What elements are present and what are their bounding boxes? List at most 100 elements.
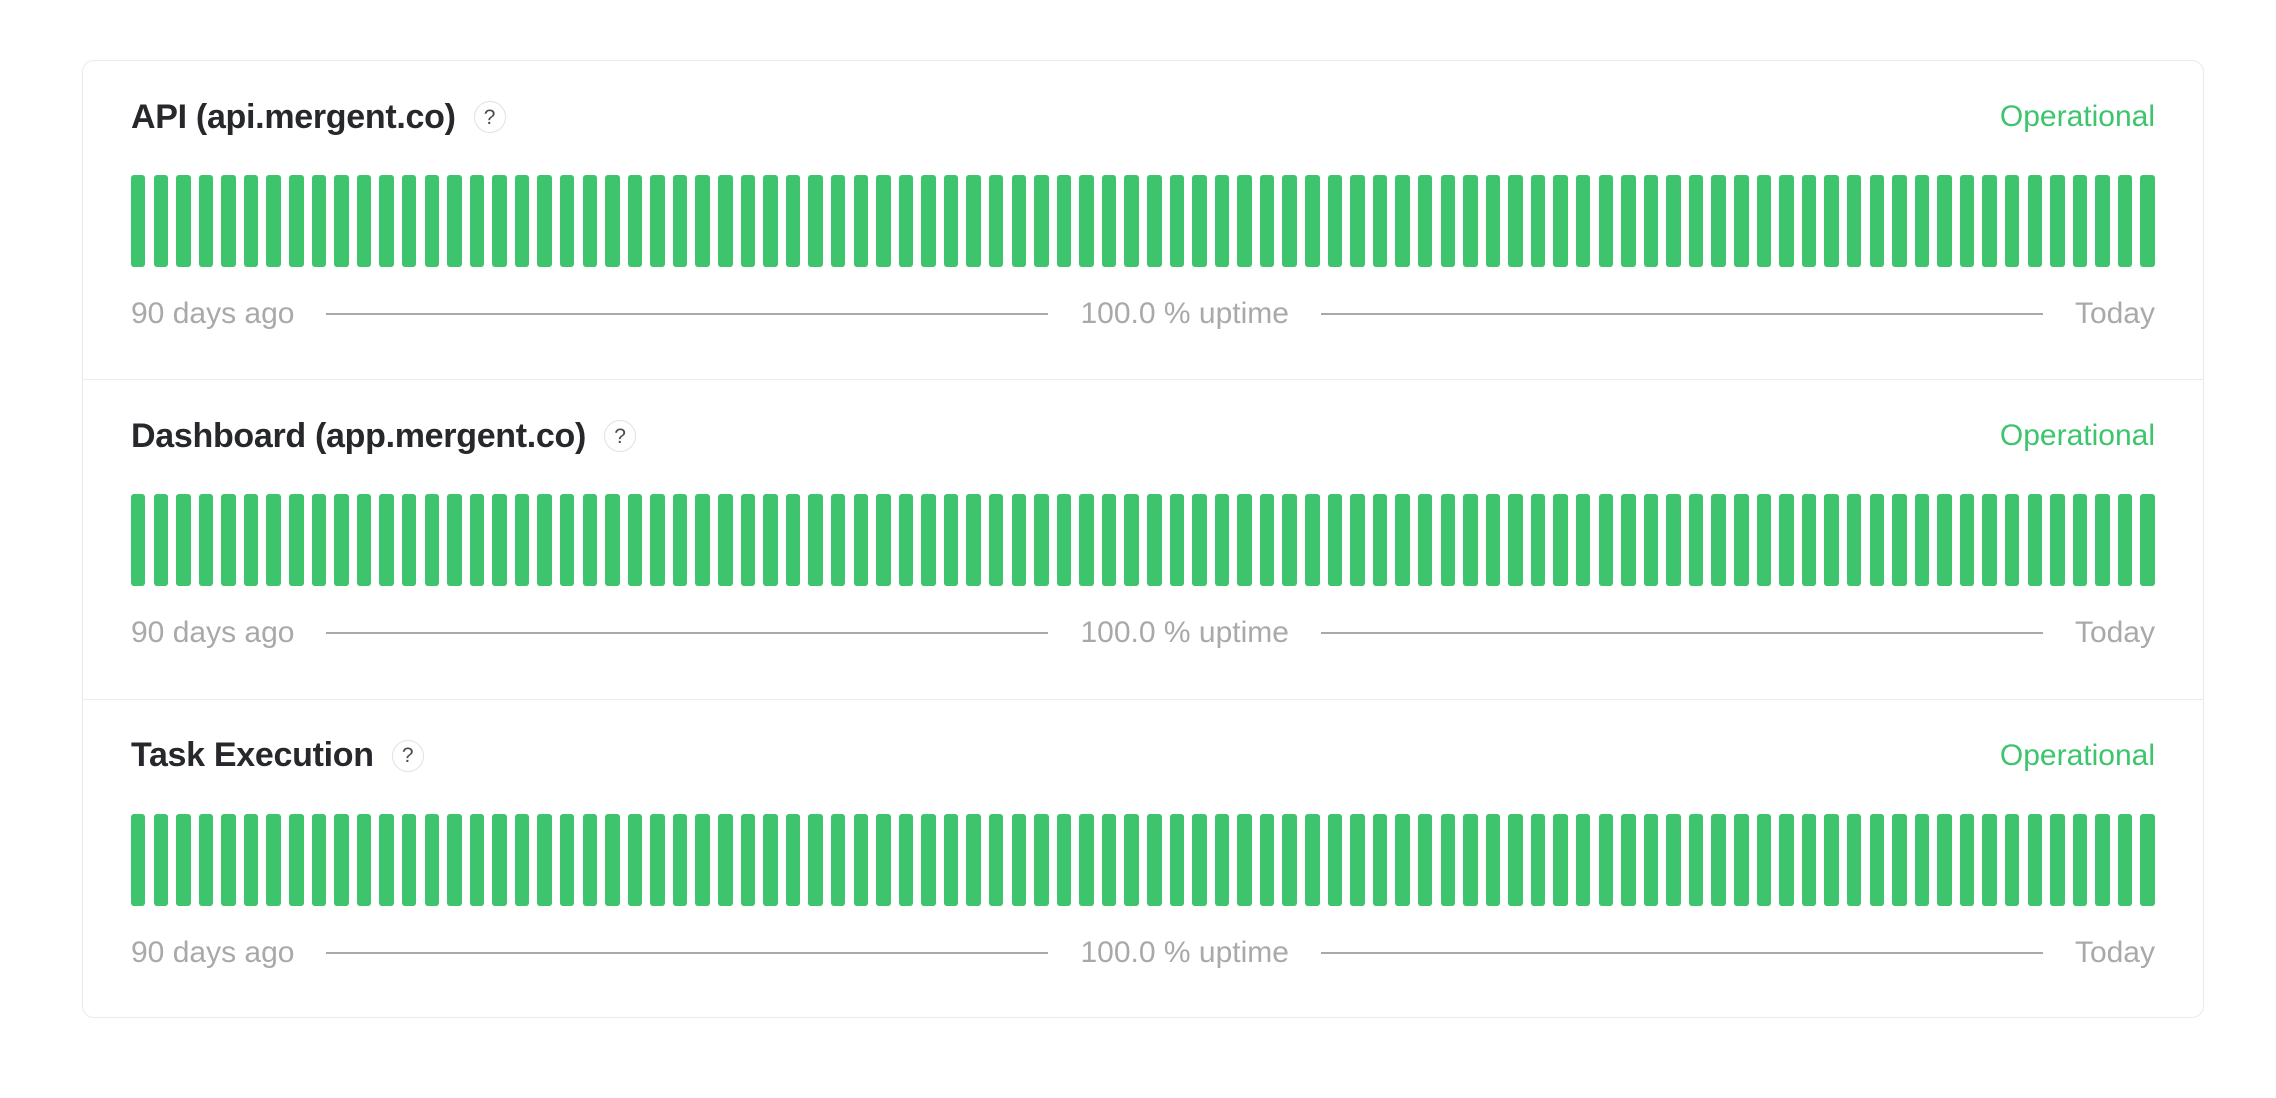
- uptime-day-bar[interactable]: [1553, 175, 1568, 267]
- uptime-day-bar[interactable]: [198, 494, 214, 587]
- uptime-day-bar[interactable]: [1124, 494, 1139, 587]
- uptime-day-bar[interactable]: [1711, 813, 1726, 906]
- uptime-day-bar[interactable]: [1892, 813, 1907, 906]
- uptime-day-bar[interactable]: [1711, 175, 1726, 267]
- uptime-day-bar[interactable]: [740, 813, 756, 906]
- uptime-day-bar[interactable]: [1034, 813, 1049, 906]
- uptime-day-bar[interactable]: [1305, 175, 1320, 267]
- uptime-day-bar[interactable]: [447, 175, 462, 267]
- uptime-day-bar[interactable]: [1237, 175, 1252, 267]
- uptime-day-bar[interactable]: [1937, 813, 1952, 906]
- uptime-day-bar[interactable]: [718, 813, 733, 906]
- uptime-day-bar[interactable]: [379, 175, 394, 267]
- uptime-day-bar[interactable]: [198, 175, 214, 267]
- uptime-day-bar[interactable]: [1079, 175, 1094, 267]
- uptime-day-bar[interactable]: [763, 494, 778, 587]
- uptime-day-bar[interactable]: [718, 494, 733, 587]
- uptime-day-bar[interactable]: [785, 494, 801, 587]
- uptime-day-bar[interactable]: [785, 813, 801, 906]
- uptime-day-bar[interactable]: [695, 813, 710, 906]
- uptime-day-bar[interactable]: [2027, 813, 2043, 906]
- uptime-day-bar[interactable]: [1372, 813, 1388, 906]
- uptime-day-bar[interactable]: [1756, 175, 1772, 267]
- uptime-day-bar[interactable]: [1688, 494, 1704, 587]
- uptime-day-bar[interactable]: [1395, 175, 1410, 267]
- uptime-day-bar[interactable]: [537, 494, 552, 587]
- uptime-day-bar[interactable]: [1327, 813, 1343, 906]
- uptime-day-bar[interactable]: [1056, 813, 1072, 906]
- uptime-day-bar[interactable]: [1147, 813, 1162, 906]
- uptime-day-bar[interactable]: [1914, 813, 1930, 906]
- uptime-day-bar[interactable]: [1463, 494, 1478, 587]
- uptime-day-bar[interactable]: [2004, 494, 2020, 587]
- help-circle-icon[interactable]: ?: [473, 101, 506, 133]
- uptime-day-bar[interactable]: [672, 494, 688, 587]
- uptime-day-bar[interactable]: [2095, 175, 2110, 267]
- uptime-day-bar[interactable]: [1688, 813, 1704, 906]
- uptime-day-bar[interactable]: [1959, 175, 1975, 267]
- uptime-day-bar[interactable]: [514, 813, 530, 906]
- uptime-day-bar[interactable]: [830, 494, 846, 587]
- uptime-day-bar[interactable]: [650, 494, 665, 587]
- uptime-day-bar[interactable]: [356, 175, 372, 267]
- uptime-day-bar[interactable]: [898, 175, 914, 267]
- uptime-day-bar[interactable]: [1530, 494, 1546, 587]
- uptime-day-bar[interactable]: [1576, 175, 1591, 267]
- uptime-day-bar[interactable]: [1034, 175, 1049, 267]
- uptime-day-bar[interactable]: [1666, 494, 1681, 587]
- uptime-day-bar[interactable]: [2072, 175, 2088, 267]
- uptime-day-bar[interactable]: [2027, 175, 2043, 267]
- uptime-day-bar[interactable]: [334, 175, 349, 267]
- uptime-day-bar[interactable]: [469, 494, 485, 587]
- uptime-day-bar[interactable]: [401, 494, 417, 587]
- uptime-day-bar[interactable]: [1282, 813, 1297, 906]
- uptime-day-bar[interactable]: [1350, 494, 1365, 587]
- uptime-day-bar[interactable]: [514, 494, 530, 587]
- uptime-day-bar[interactable]: [176, 494, 191, 587]
- uptime-day-bar[interactable]: [2140, 494, 2155, 587]
- uptime-day-bar[interactable]: [1440, 175, 1456, 267]
- uptime-day-bar[interactable]: [1350, 813, 1365, 906]
- uptime-day-bar[interactable]: [1914, 175, 1930, 267]
- uptime-day-bar[interactable]: [334, 813, 349, 906]
- uptime-day-bar[interactable]: [1124, 813, 1139, 906]
- uptime-day-bar[interactable]: [1508, 175, 1523, 267]
- uptime-day-bar[interactable]: [582, 494, 598, 587]
- uptime-day-bar[interactable]: [943, 494, 959, 587]
- uptime-day-bar[interactable]: [1485, 494, 1501, 587]
- uptime-day-bar[interactable]: [695, 175, 710, 267]
- uptime-day-bar[interactable]: [1011, 175, 1027, 267]
- uptime-day-bar[interactable]: [627, 175, 643, 267]
- uptime-day-bar[interactable]: [289, 494, 304, 587]
- uptime-day-bar[interactable]: [401, 175, 417, 267]
- uptime-day-bar[interactable]: [1598, 813, 1614, 906]
- uptime-day-bar[interactable]: [356, 494, 372, 587]
- uptime-day-bar[interactable]: [1666, 813, 1681, 906]
- uptime-day-bar[interactable]: [2140, 813, 2155, 906]
- uptime-day-bar[interactable]: [718, 175, 733, 267]
- uptime-day-bar[interactable]: [1305, 494, 1320, 587]
- uptime-day-bar[interactable]: [1350, 175, 1365, 267]
- uptime-day-bar[interactable]: [785, 175, 801, 267]
- uptime-day-bar[interactable]: [1440, 494, 1456, 587]
- uptime-day-bar[interactable]: [1756, 494, 1772, 587]
- uptime-day-bar[interactable]: [1417, 175, 1433, 267]
- uptime-day-bar[interactable]: [1643, 175, 1659, 267]
- uptime-day-bar[interactable]: [1869, 175, 1884, 267]
- uptime-day-bar[interactable]: [582, 175, 598, 267]
- uptime-day-bar[interactable]: [740, 175, 756, 267]
- uptime-day-bar[interactable]: [559, 813, 575, 906]
- uptime-day-bar[interactable]: [1417, 494, 1433, 587]
- uptime-day-bar[interactable]: [1372, 494, 1388, 587]
- help-circle-icon[interactable]: ?: [391, 739, 424, 772]
- uptime-day-bar[interactable]: [1801, 494, 1817, 587]
- uptime-day-bar[interactable]: [1124, 175, 1139, 267]
- uptime-day-bar[interactable]: [1237, 494, 1252, 587]
- uptime-day-bar[interactable]: [311, 813, 327, 906]
- uptime-day-bar[interactable]: [627, 494, 643, 587]
- uptime-day-bar[interactable]: [1259, 494, 1275, 587]
- uptime-day-bar[interactable]: [1576, 494, 1591, 587]
- uptime-day-bar[interactable]: [447, 494, 462, 587]
- uptime-day-bar[interactable]: [1530, 813, 1546, 906]
- uptime-day-bar[interactable]: [1305, 813, 1320, 906]
